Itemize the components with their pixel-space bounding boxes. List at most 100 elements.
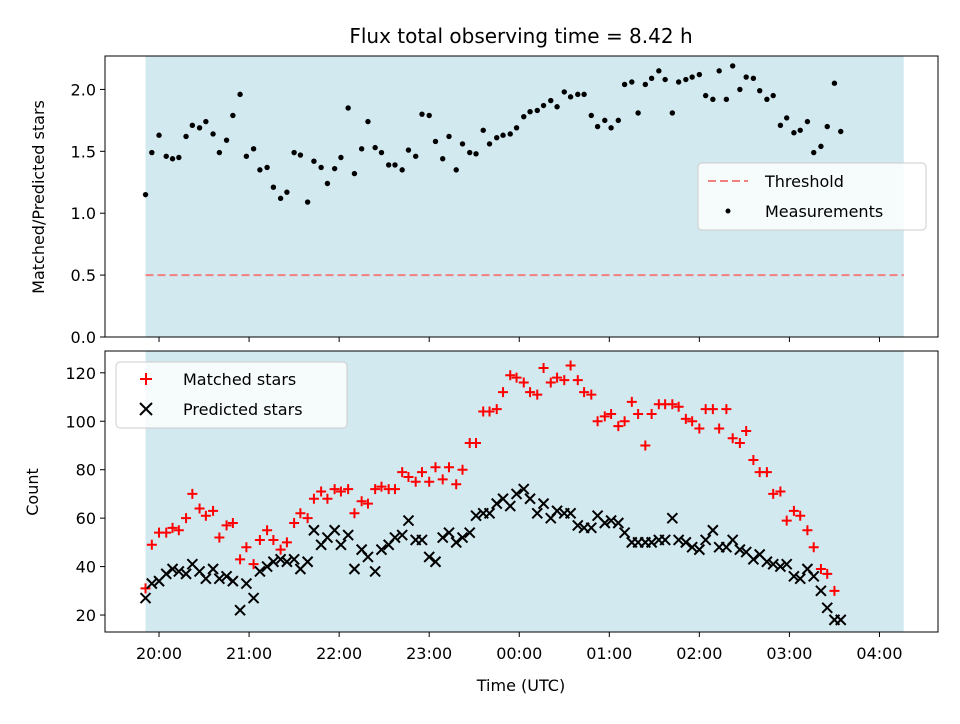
matched-star-point [221,520,232,531]
measurement-point [621,81,628,88]
measurement-point [824,123,830,130]
predicted-star-point [788,570,800,582]
measurement-point [372,144,378,151]
matched-star-point [161,527,172,538]
bottom-y-tick-label: 60 [76,509,96,528]
bottom-legend-box [115,361,348,429]
predicted-star-point [375,543,388,556]
matched-star-point [254,534,265,545]
predicted-star-point [599,517,611,529]
predicted-star-point [672,534,685,546]
predicted-star-point [173,565,185,578]
predicted-star-point [491,497,503,510]
x-tick-label: 00:00 [496,644,542,663]
predicted-star-point [612,517,625,529]
predicted-star-point [747,553,760,566]
measurement-point [521,113,527,120]
matched-star-point [370,484,381,495]
predicted-star-point [821,602,833,614]
matched-star-point [829,585,840,596]
matched-star-point [721,404,732,415]
matched-star-point [214,532,225,543]
bottom-panel: 20 40 60 80 100 120 20:00 21:00 22:00 23:00 00:00 0… [65,350,939,663]
predicted-star-point [416,534,428,546]
top-axes-frame [104,55,939,338]
x-tick-label: 23:00 [406,644,452,663]
top-y-tick-label: 2.0 [71,80,96,99]
matched-star-point [235,554,246,565]
measurement-point [405,147,412,153]
measurement-point [426,112,432,119]
matched-star-point [140,583,151,594]
x-tick-label: 02:00 [676,644,722,663]
measurement-point [648,75,655,81]
matched-star-point [200,510,211,521]
measurement-point [642,81,649,88]
matched-star-point [545,377,556,388]
matched-star-point [397,467,408,478]
measurement-point [567,94,574,100]
matched-star-point [707,404,718,415]
predicted-star-point [342,529,354,541]
measurement-point [277,195,284,202]
measurements-legend-dot-icon [725,208,731,214]
matched-star-point [599,411,610,422]
predicted-star-point [389,531,401,544]
measurement-point [602,117,608,124]
bottom-y-tick-label: 120 [65,364,96,383]
matched-star-point [633,408,644,419]
measurement-point [581,91,587,98]
predicted-star-point [247,592,260,604]
matched-star-point [667,399,678,410]
predicted-star-point [504,500,516,512]
matched-star-point [457,464,468,475]
predicted-star-point [227,575,239,587]
measurement-point [432,138,439,145]
legend-threshold-label: Threshold [764,172,844,191]
bottom-y-axis-label: Count [23,468,42,516]
measurement-point [723,96,730,103]
measurement-point [710,96,716,103]
predicted-star-point [429,556,442,568]
matched-star-point [808,542,819,553]
measurement-point [561,89,567,95]
matched-star-point [802,525,813,536]
predicted-star-point [254,565,266,578]
x-tick-label: 20:00 [136,644,182,663]
measurement-point [575,91,581,98]
measurement-point [662,76,668,83]
matched-star-point [646,408,657,419]
predicted-star-point [781,558,793,570]
measurement-point [811,149,817,156]
predicted-star-point [767,558,779,570]
predicted-star-point [551,505,563,517]
predicted-star-point [213,572,226,585]
predicted-star-point [369,565,381,578]
predicted-star-point [234,604,246,616]
matched-star-point [343,484,354,495]
matched-star-point [680,413,691,424]
predicted-star-point [139,592,152,604]
measurement-point [223,137,230,143]
matched-star-point [289,517,300,528]
matched-star-point [262,525,273,536]
measurement-point [473,151,479,157]
measurement-point [729,63,736,69]
measurement-point [791,130,797,136]
matched-star-point [815,564,826,575]
measurement-point [264,164,270,171]
predicted-star-point [531,507,543,520]
predicted-star-point [726,534,739,546]
predicted-star-point [396,529,408,541]
predicted-star-point [261,560,273,573]
top-legend: Threshold Measurements [697,162,927,231]
predicted-star-point [761,556,773,568]
predicted-star-point [160,568,172,580]
matched-star-point [822,568,833,579]
matched-star-point [538,362,549,373]
predicted-star-point [808,570,820,582]
matched-star-point [268,534,279,545]
bottom-y-tick-label: 40 [76,558,96,577]
matched-star-point [329,484,340,495]
predicted-star-point [794,572,806,585]
